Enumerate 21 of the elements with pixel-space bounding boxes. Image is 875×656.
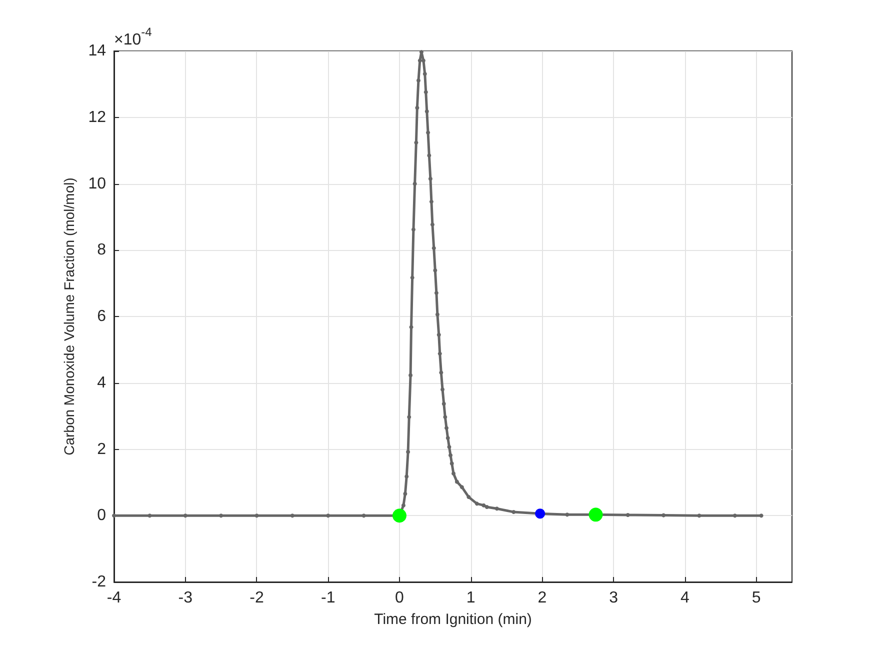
- y-tick-label: 10: [88, 175, 106, 192]
- x-tick-label: 3: [609, 590, 618, 606]
- y-tick-label: 6: [97, 308, 106, 325]
- x-tick-label: -4: [106, 590, 122, 606]
- y-tick-label: 4: [97, 374, 106, 392]
- x-tick-label: 2: [538, 590, 547, 606]
- y-tick-label: -2: [92, 574, 106, 590]
- y-tick-label: 14: [88, 42, 106, 60]
- y-tick-label: 8: [97, 242, 106, 259]
- x-tick-label: 4: [680, 590, 690, 606]
- x-tick-label: -2: [250, 590, 264, 606]
- y-axis-title: Carbon Monoxide Volume Fraction (mol/mol): [61, 178, 77, 456]
- x-tick-label: 0: [395, 590, 404, 606]
- x-axis-title: Time from Ignition (min): [374, 611, 532, 628]
- x-tick-label: -3: [178, 590, 193, 606]
- y-tick-label: 12: [88, 108, 106, 126]
- x-tick-label: 5: [752, 590, 761, 606]
- y-tick-label: 0: [97, 507, 106, 524]
- x-tick-label: -1: [320, 590, 336, 606]
- x-tick-label: 1: [466, 590, 476, 606]
- y-tick-label: 2: [97, 440, 106, 458]
